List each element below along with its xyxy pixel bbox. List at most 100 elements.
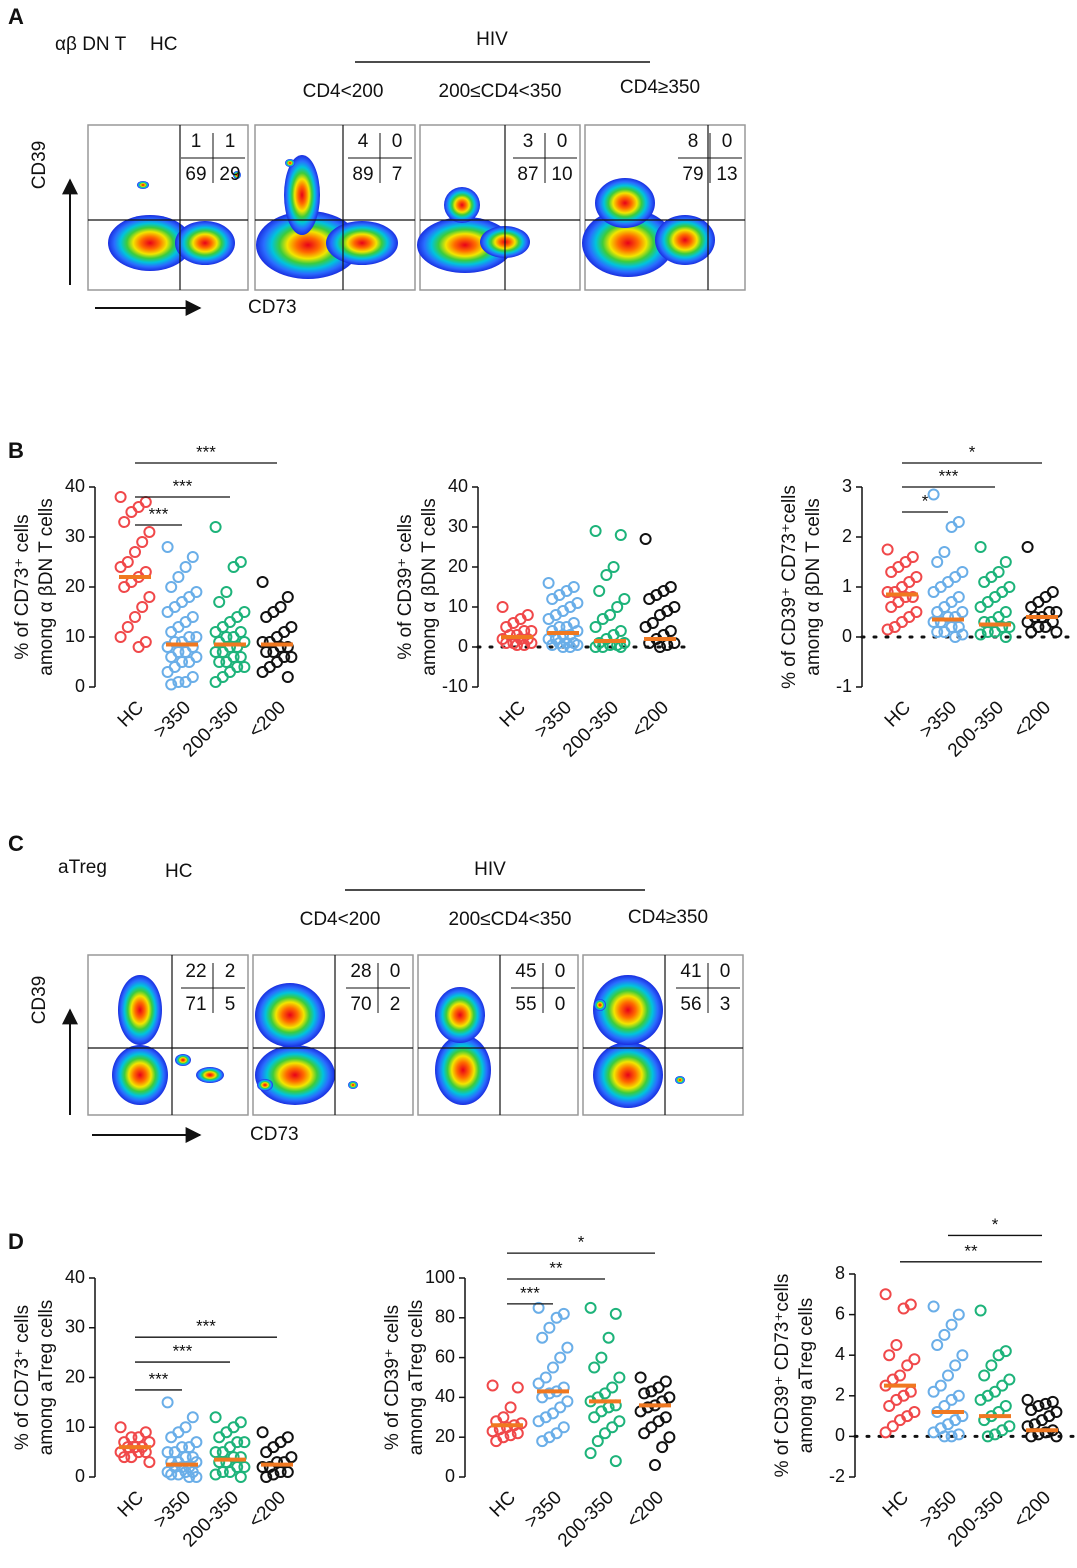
data-point — [176, 1441, 188, 1454]
hc-label: HC — [150, 34, 177, 55]
data-point — [645, 1421, 658, 1434]
hiv-label: HIV — [474, 859, 506, 880]
significance-label: *** — [196, 442, 216, 461]
data-point — [934, 581, 947, 593]
quadrant-percent: 0 — [390, 961, 401, 982]
density-blob — [284, 155, 320, 235]
y-tick-label: 0 — [835, 1425, 845, 1445]
data-point — [614, 529, 627, 541]
data-point — [999, 606, 1012, 618]
data-point — [165, 678, 178, 691]
data-point — [186, 551, 199, 563]
data-point — [945, 521, 958, 533]
data-point — [956, 566, 969, 578]
data-point — [168, 601, 181, 613]
data-point — [209, 521, 222, 533]
data-point — [613, 1371, 626, 1384]
data-point — [609, 1455, 622, 1468]
data-point — [172, 621, 185, 633]
data-point — [906, 591, 919, 603]
significance-label: *** — [939, 466, 959, 485]
data-point — [278, 626, 291, 638]
quadrant-percent: 1 — [191, 131, 202, 152]
data-point — [238, 1436, 251, 1449]
data-point — [996, 1379, 1009, 1392]
y-tick-label: -1 — [836, 676, 852, 696]
quadrant-percent: 0 — [392, 131, 403, 152]
x-tick-label: HC — [114, 697, 148, 731]
data-point — [938, 1328, 951, 1341]
y-tick-label: 100 — [425, 1267, 455, 1287]
data-point — [220, 1456, 233, 1469]
density-blob — [675, 1076, 685, 1084]
data-point — [1003, 621, 1016, 633]
density-blob — [175, 1054, 191, 1066]
data-point — [591, 1435, 604, 1448]
significance-label: *** — [196, 1317, 216, 1336]
y-axis-title: % of CD39⁺ cells — [382, 1305, 403, 1450]
data-point — [600, 569, 613, 581]
data-point — [903, 611, 916, 623]
quadrant-percent: 7 — [392, 164, 403, 185]
data-point — [143, 1456, 156, 1469]
data-point — [606, 1381, 619, 1394]
data-point — [504, 1429, 517, 1442]
data-point — [118, 581, 131, 593]
data-point — [161, 606, 174, 618]
data-point — [974, 541, 987, 553]
data-point — [186, 671, 199, 683]
data-point — [938, 1430, 951, 1443]
significance-label: *** — [149, 1369, 169, 1388]
data-point — [224, 666, 236, 678]
data-point — [894, 1414, 906, 1427]
data-point — [649, 1459, 661, 1472]
data-point — [1046, 586, 1059, 598]
data-point — [542, 613, 555, 625]
data-point — [645, 1385, 658, 1398]
y-axis-title: among aTreg cells — [796, 1298, 817, 1454]
density-blob — [285, 159, 295, 167]
data-point — [118, 1451, 131, 1464]
data-point — [992, 566, 1005, 578]
data-point — [165, 1431, 178, 1444]
data-point — [263, 636, 276, 648]
data-point — [596, 613, 609, 625]
data-point — [186, 1411, 199, 1424]
data-point — [643, 593, 656, 605]
quadrant-percent: 71 — [185, 994, 206, 1015]
data-point — [981, 596, 994, 608]
data-point — [1032, 621, 1045, 633]
y-tick-label: 30 — [65, 1317, 85, 1337]
data-point — [974, 601, 987, 613]
data-point — [260, 1471, 273, 1483]
data-point — [224, 1441, 236, 1454]
data-point — [1039, 621, 1052, 633]
data-point — [161, 1446, 174, 1459]
data-point — [908, 1353, 921, 1366]
y-tick-label: 2 — [842, 526, 852, 546]
data-point — [883, 1349, 896, 1362]
quadrant-percent: 69 — [185, 164, 206, 185]
data-point — [886, 1420, 899, 1433]
data-point — [274, 601, 287, 613]
data-point — [536, 1435, 549, 1448]
data-point — [161, 666, 174, 678]
data-point — [267, 646, 280, 658]
y-tick-label: 10 — [65, 1416, 85, 1436]
data-point — [216, 621, 229, 633]
y-tick-label: 1 — [842, 576, 852, 596]
density-blob — [593, 975, 663, 1045]
data-point — [949, 571, 962, 583]
data-point — [547, 1361, 559, 1374]
data-point — [999, 631, 1012, 643]
data-point — [125, 1451, 138, 1464]
data-point — [121, 556, 134, 568]
y-tick-label: 20 — [65, 1366, 85, 1386]
data-point — [595, 1351, 608, 1364]
data-point — [165, 626, 178, 638]
data-point — [1021, 541, 1034, 553]
data-point — [554, 1351, 567, 1364]
density-blob — [444, 187, 480, 223]
data-point — [176, 596, 188, 608]
density-blob — [348, 1081, 358, 1089]
